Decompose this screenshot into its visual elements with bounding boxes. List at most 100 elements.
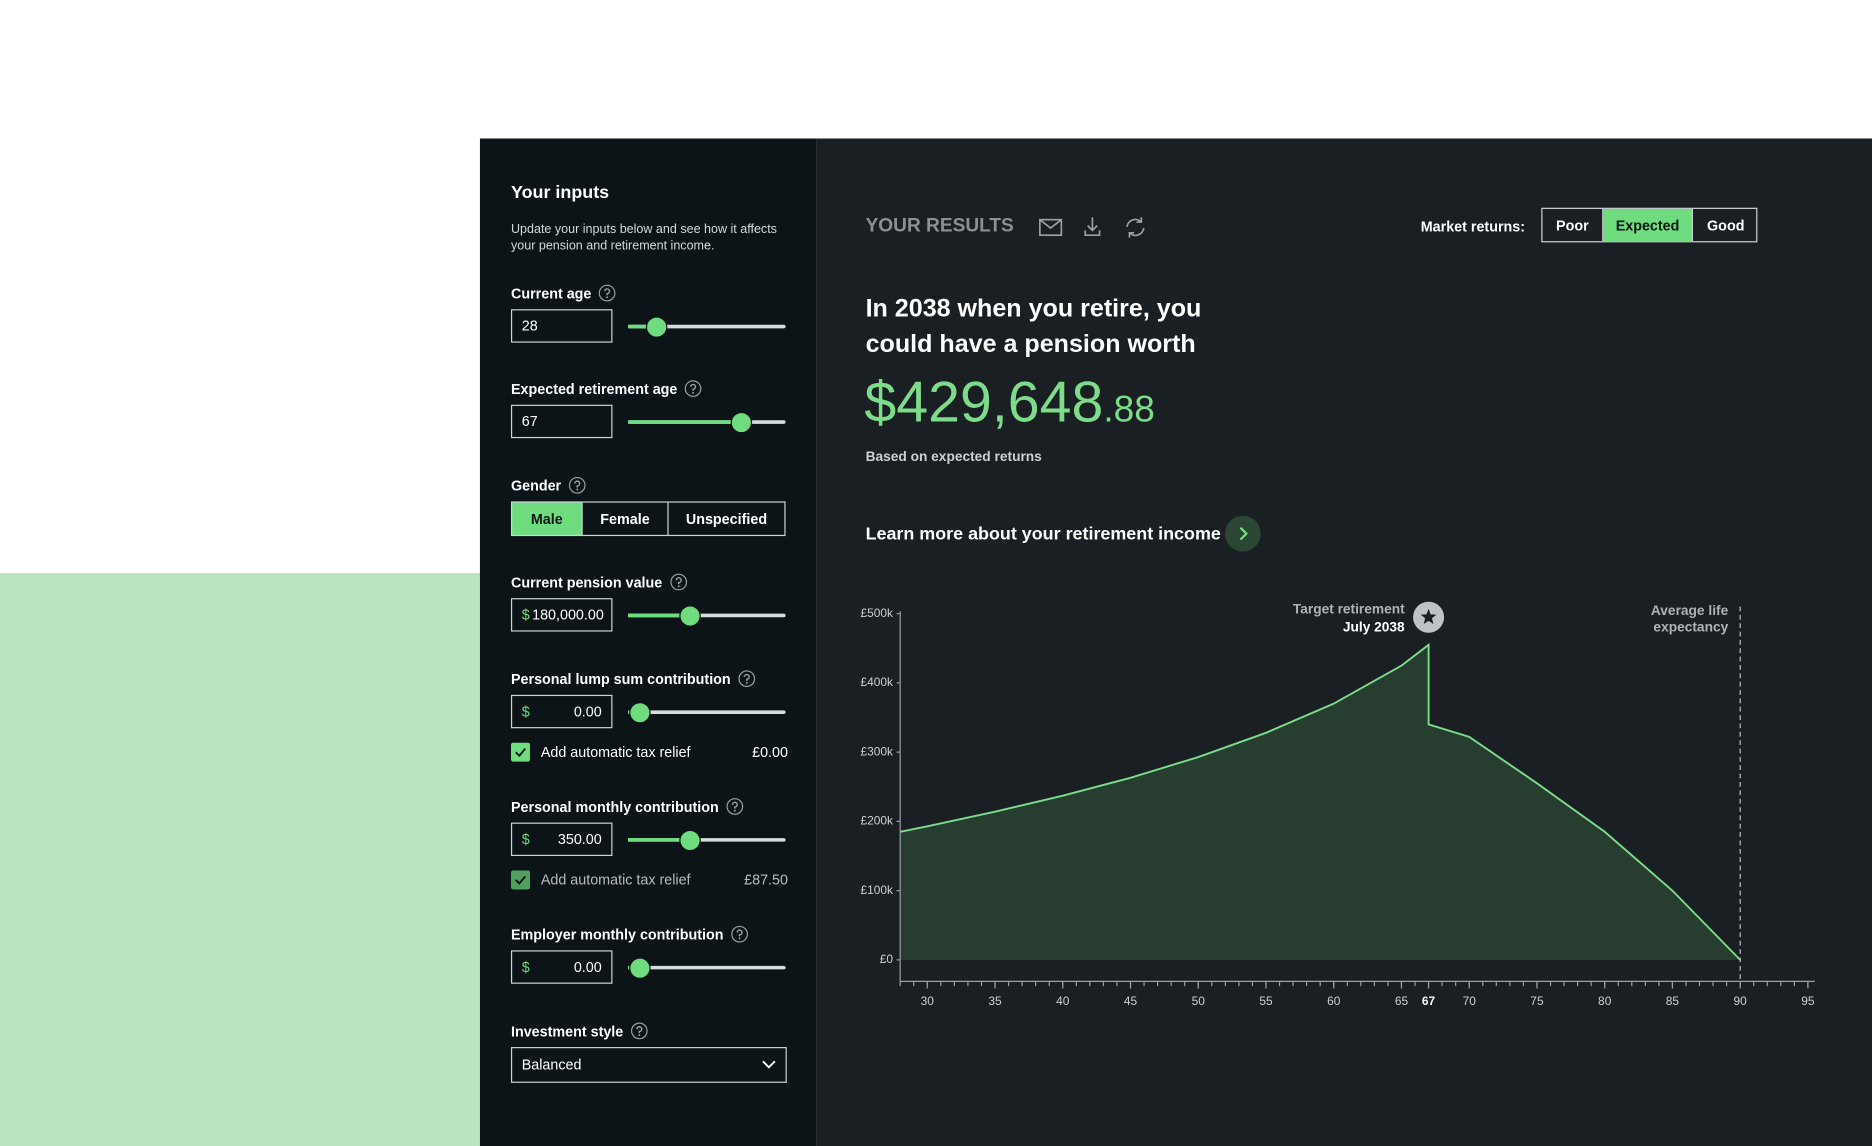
label-text: Expected retirement age <box>510 380 678 397</box>
inputs-description: Update your inputs below and see how it … <box>510 222 777 254</box>
slider-thumb[interactable] <box>645 316 668 338</box>
select[interactable]: Balanced <box>510 1047 787 1083</box>
input-value: 0.00 <box>573 958 602 976</box>
y-tick-label: £400k <box>861 675 894 689</box>
field-label: Personal monthly contribution <box>511 798 744 816</box>
y-tick-label: £500k <box>861 606 894 620</box>
help-icon[interactable] <box>630 1022 648 1040</box>
results-panel <box>816 138 1872 1146</box>
label-text: Investment style <box>510 1022 624 1040</box>
tax-relief-amount: £87.50 <box>744 871 788 889</box>
label-text: Gender <box>510 476 562 494</box>
inputs-panel <box>479 138 817 1146</box>
x-tick-label: 50 <box>1192 994 1206 1008</box>
amount: $429,648 <box>864 371 1104 435</box>
email-icon[interactable] <box>1039 218 1063 237</box>
result-actions <box>1039 217 1145 238</box>
chevron <box>762 1060 776 1069</box>
label-text: Personal lump sum contribution <box>510 670 731 688</box>
field-label: Current pension value <box>511 573 687 591</box>
slider-fill <box>627 837 689 842</box>
x-tick-label: 65 <box>1395 994 1409 1008</box>
inputs-title: Your inputs <box>510 182 610 203</box>
field-label: Gender <box>511 476 586 494</box>
help-icon[interactable] <box>599 284 617 302</box>
input-box[interactable]: 67 <box>510 404 613 439</box>
line <box>899 642 1741 961</box>
checkbox[interactable] <box>510 742 531 762</box>
x-tick-label: 67 <box>1422 994 1436 1008</box>
currency: $ <box>521 703 530 720</box>
label-text: Current pension value <box>510 573 663 591</box>
currency: $ <box>521 958 530 976</box>
help-icon[interactable] <box>731 925 749 943</box>
market-returns-toggle: Poor Expected Good <box>1541 207 1758 243</box>
refresh-icon[interactable] <box>1126 217 1145 238</box>
gender-option[interactable]: Male <box>510 501 583 537</box>
learn-more[interactable]: Learn more about your retirement income <box>865 524 1221 545</box>
slider-fill <box>627 613 689 617</box>
help-icon[interactable] <box>738 670 756 688</box>
x-tick-label: 40 <box>1056 994 1070 1008</box>
field-label: Employer monthly contribution <box>511 925 749 943</box>
x-tick-label: 70 <box>1463 994 1477 1008</box>
market-option[interactable]: Poor <box>1542 208 1604 242</box>
x-tick-label: 80 <box>1598 994 1612 1008</box>
tax-relief-label: Add automatic tax relief <box>540 743 691 761</box>
slider-track <box>627 837 786 842</box>
input-box[interactable]: $180,000.00 <box>510 598 613 632</box>
input-value: 180,000.00 <box>532 606 604 624</box>
market-option[interactable]: Good <box>1707 216 1745 234</box>
x-tick-label: 55 <box>1259 994 1273 1008</box>
slider-thumb[interactable] <box>730 411 753 434</box>
market-option[interactable]: Expected <box>1603 208 1693 242</box>
gender-option[interactable]: Female <box>582 501 669 537</box>
label-text: Current age <box>510 284 592 302</box>
gender-option[interactable]: Unspecified <box>668 501 786 537</box>
headline: In 2038 when you retire, you could have … <box>865 294 1202 359</box>
tax-relief-label: Add automatic tax relief <box>540 871 691 889</box>
checkbox[interactable] <box>510 870 531 890</box>
help-icon[interactable] <box>669 573 687 591</box>
learn-more-button[interactable] <box>1224 515 1261 552</box>
x-tick-label: 95 <box>1801 994 1815 1008</box>
input-value: 28 <box>521 317 538 335</box>
amount-cents: .88 <box>1103 388 1155 430</box>
input-box[interactable]: $0.00 <box>510 950 613 984</box>
input-box[interactable]: $350.00 <box>510 822 613 857</box>
x-tick-label: 60 <box>1327 994 1341 1008</box>
input-box[interactable]: 28 <box>510 309 613 343</box>
x-tick-label: 85 <box>1666 994 1680 1008</box>
field-label: Current age <box>511 284 616 302</box>
pension-amount: $429,648.88 <box>864 370 1154 436</box>
slider-fill <box>627 419 741 424</box>
results-title: YOUR RESULTS <box>865 216 1014 237</box>
returns-note: Based on expected returns <box>865 450 1042 465</box>
help-icon[interactable] <box>685 380 703 398</box>
field-label: Investment style <box>511 1022 648 1040</box>
tax-relief-amount: £0.00 <box>752 743 788 761</box>
y-tick-label: £100k <box>861 883 894 897</box>
x-tick-label: 75 <box>1530 994 1544 1008</box>
help-icon[interactable] <box>726 798 744 816</box>
slider-thumb[interactable] <box>629 702 651 724</box>
x-tick-label: 45 <box>1124 994 1138 1008</box>
input-box[interactable]: $0.00 <box>510 694 613 729</box>
x-tick-label: 35 <box>988 994 1002 1008</box>
input-value: 350.00 <box>557 830 602 848</box>
slider-thumb[interactable] <box>629 957 651 979</box>
input-value: 0.00 <box>573 703 602 720</box>
area <box>900 644 1741 960</box>
currency: $ <box>521 830 530 848</box>
help-icon[interactable] <box>568 476 586 494</box>
backdrop <box>0 573 480 1146</box>
slider-thumb[interactable] <box>679 829 701 852</box>
x-tick-label: 90 <box>1734 994 1748 1008</box>
select-value: Balanced <box>521 1056 582 1074</box>
download-icon[interactable] <box>1084 217 1101 237</box>
slider-thumb[interactable] <box>679 605 701 627</box>
annotation-label: Target retirement <box>1293 602 1405 617</box>
